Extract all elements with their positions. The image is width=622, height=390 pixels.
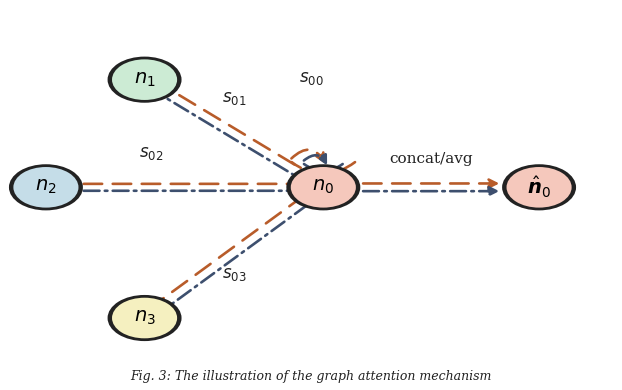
Text: $\boldsymbol{n_2}$: $\boldsymbol{n_2}$ xyxy=(35,178,57,197)
Text: $s_{03}$: $s_{03}$ xyxy=(221,266,246,283)
Text: $s_{02}$: $s_{02}$ xyxy=(139,145,163,162)
Text: $\boldsymbol{n_1}$: $\boldsymbol{n_1}$ xyxy=(134,71,156,89)
Circle shape xyxy=(112,298,177,338)
Circle shape xyxy=(112,59,177,100)
Circle shape xyxy=(290,167,356,207)
Circle shape xyxy=(108,295,182,341)
Text: $s_{00}$: $s_{00}$ xyxy=(299,70,323,87)
Text: $\boldsymbol{n_3}$: $\boldsymbol{n_3}$ xyxy=(134,309,156,327)
Circle shape xyxy=(502,164,576,210)
Text: $\hat{\boldsymbol{n}}_0$: $\hat{\boldsymbol{n}}_0$ xyxy=(527,175,551,200)
Circle shape xyxy=(14,167,78,207)
Text: concat/avg: concat/avg xyxy=(389,152,473,166)
Circle shape xyxy=(9,164,83,210)
Text: $s_{01}$: $s_{01}$ xyxy=(221,90,246,106)
Circle shape xyxy=(108,57,182,103)
Text: $\boldsymbol{n_0}$: $\boldsymbol{n_0}$ xyxy=(312,178,335,197)
Circle shape xyxy=(506,167,572,207)
Circle shape xyxy=(286,164,360,210)
Text: Fig. 3: The illustration of the graph attention mechanism: Fig. 3: The illustration of the graph at… xyxy=(131,370,491,383)
